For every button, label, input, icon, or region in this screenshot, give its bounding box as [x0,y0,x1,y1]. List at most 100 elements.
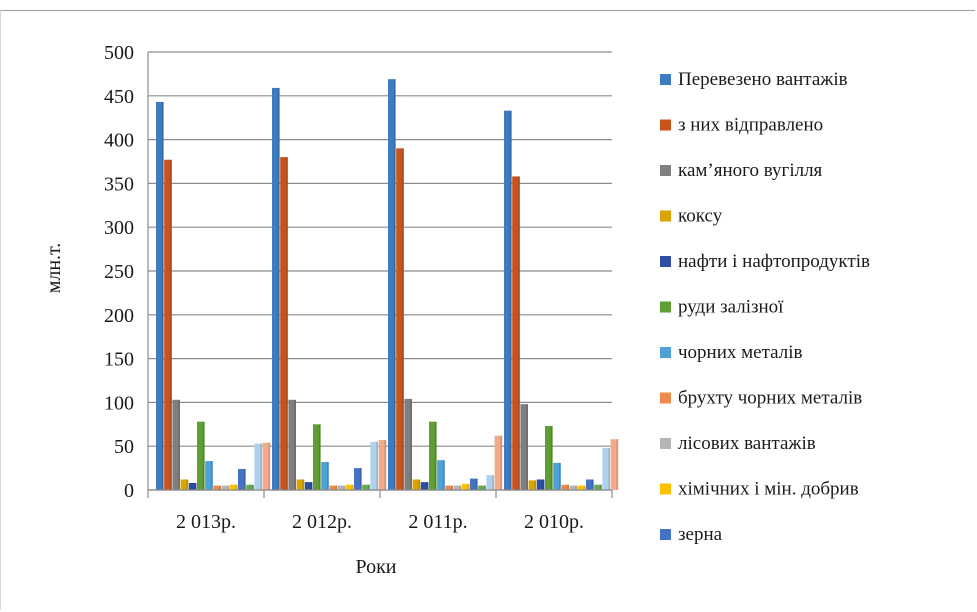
bar [272,87,280,490]
bar-shade [202,421,205,490]
x-tick-label: 2 012р. [292,511,352,533]
legend-swatch [660,392,671,404]
y-tick-label: 50 [114,436,134,458]
y-tick-label: 400 [104,130,134,152]
bar [478,485,486,490]
bar-shade [402,148,404,491]
legend-swatch [660,347,671,358]
legend-label: лісових вантажів [678,433,816,454]
bar [610,439,619,490]
bar [536,479,545,490]
x-axis-label: Роки [355,556,396,578]
bar [453,485,462,490]
y-tick-label: 150 [104,349,134,371]
y-tick-label: 200 [104,305,134,327]
bar [262,442,271,490]
bar [337,485,346,490]
bar-shade [368,484,370,490]
bar [586,479,594,490]
bar [329,485,337,490]
bar-shade [484,485,486,490]
bar [470,478,478,490]
bar-shade [384,440,387,490]
legend-swatch [660,483,671,495]
y-tick-label: 250 [104,261,134,283]
bar [156,101,164,490]
bar [437,460,445,490]
legend-label: брухту чорних металів [678,388,862,409]
axes: 0 50 100 150 200 250 300 350 400 450 500 2 013р. 2 0… [104,42,613,533]
bar [494,435,503,490]
bar-shade [426,482,429,490]
bar [345,484,354,490]
bar-shade [178,399,180,490]
bar [396,148,404,491]
bar-shade [343,485,346,490]
bar [229,484,238,490]
bar [378,440,387,490]
bar-shade [526,404,528,490]
bar [504,110,512,490]
bar [429,421,437,490]
bar-shade [294,399,296,490]
bar-shade [459,485,462,490]
bar-shade [170,159,172,491]
bar-shade [211,461,213,490]
bar-shade [534,480,537,490]
bar [602,447,610,490]
bar-shade [600,484,602,490]
bar [205,461,213,490]
legend-label: чорних металів [678,342,802,363]
bar-shade [243,468,246,490]
bar [197,421,205,490]
bar-shade [318,424,321,490]
y-tick-label: 350 [104,173,134,195]
y-axis-label: млн.т. [43,243,65,294]
legend-label: зерна [678,524,723,545]
bar-shade [235,484,238,490]
legend: Перевезено вантажів з них відправлено кам’… [660,69,870,545]
bar [180,479,189,490]
bar-shade [268,442,271,490]
bar-shade [277,87,280,490]
legend-label: Перевезено вантажів [678,69,848,90]
legend-label: нафти і нафтопродуктів [678,251,870,272]
bar-shade [310,482,313,490]
legend-swatch [660,256,671,267]
bar-shade [186,479,189,490]
bar [354,468,362,490]
bar [288,399,296,490]
y-tick-label: 0 [124,480,134,502]
bar [420,482,429,490]
chart-frame [0,10,975,610]
bar [321,461,329,490]
legend-swatch [660,529,671,540]
bar [221,485,230,490]
bar-shade [260,443,262,490]
bar [528,480,537,490]
bar-shade [376,441,378,490]
bar [188,482,197,490]
bar [304,482,313,490]
legend-label: коксу [678,206,723,227]
bar-shade [252,484,254,490]
bar-shade [451,485,453,490]
bar [512,176,520,490]
bar-shade [393,79,396,490]
bar-shade [518,176,520,490]
y-tick-label: 100 [104,392,134,414]
bar [280,157,288,490]
bar-shade [591,479,594,490]
bar [577,485,586,490]
bar [553,462,561,490]
y-tick-label: 500 [104,42,134,64]
bar-shade [575,485,578,490]
bar [461,483,470,490]
bar-shade [359,468,362,490]
legend-swatch [660,165,671,176]
bar [213,485,221,490]
bar-shade [616,439,619,490]
bar [445,485,453,490]
bar [561,484,569,490]
